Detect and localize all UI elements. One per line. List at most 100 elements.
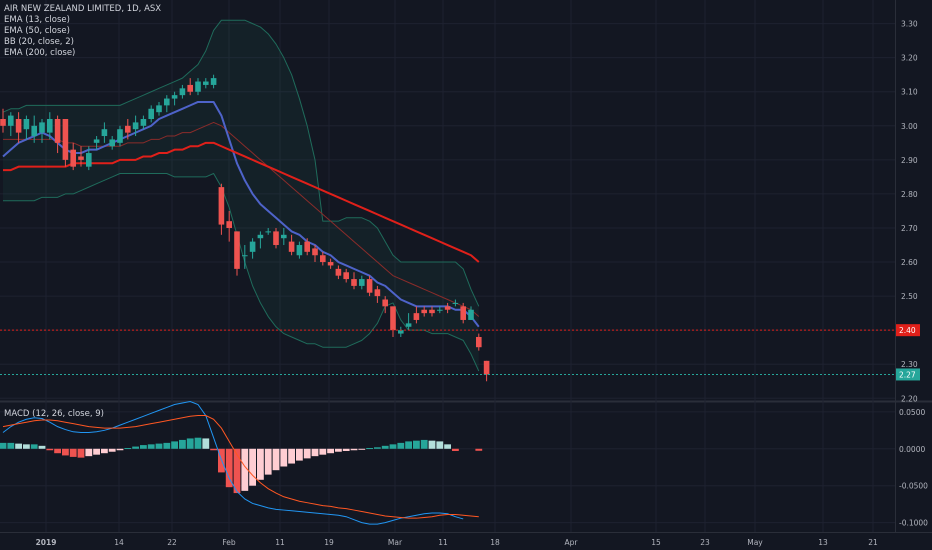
macd-histogram-bar (171, 441, 178, 449)
time-tick-label: 14 (114, 538, 124, 547)
candle-body (62, 118, 69, 160)
candle-body (265, 231, 271, 233)
candle-body (296, 245, 303, 256)
candle-body (8, 115, 14, 126)
price-tick-label: 2.60 (901, 258, 918, 267)
signal-line (2, 415, 479, 519)
ema50-line (3, 121, 480, 317)
macd-histogram-bar (147, 444, 155, 449)
macd-histogram-bar (225, 448, 233, 488)
candle-body (15, 118, 22, 133)
time-tick-label: 23 (700, 538, 710, 547)
candle-body (273, 231, 279, 246)
macd-histogram-bar (257, 448, 264, 480)
candle-body (187, 84, 193, 92)
macd-legend: MACD (12, 26, close, 9) (4, 409, 104, 420)
candle-body (203, 81, 209, 85)
candle-body (156, 105, 162, 113)
candle-body (39, 122, 45, 133)
candlesticks[interactable] (0, 74, 490, 382)
bb-lower-line (3, 172, 480, 372)
legend-ema200[interactable]: EMA (200, close) (4, 48, 76, 58)
candle-body (226, 221, 232, 228)
macd-histogram-bar (132, 446, 139, 449)
chart-title[interactable]: AIR NEW ZEALAND LIMITED, 1D, ASX (4, 4, 162, 14)
candle-body (429, 309, 435, 314)
macd-histogram-bar (210, 448, 217, 451)
candle-body (210, 78, 217, 85)
candle-body (359, 279, 365, 286)
candle-body (421, 309, 427, 314)
price-label-box (896, 368, 920, 381)
candle-body (78, 156, 84, 160)
price-label-text: 2.27 (899, 370, 916, 379)
candle-body (452, 302, 459, 304)
time-tick-label: 11 (438, 538, 448, 547)
candle-body (405, 323, 412, 327)
price-tick-label: 2.50 (901, 292, 918, 301)
macd-histogram-bar (46, 448, 54, 451)
macd-chart (0, 401, 483, 525)
candle-body (234, 231, 240, 269)
candle-body (413, 313, 420, 320)
candle-body (23, 118, 30, 130)
candle-body (109, 139, 115, 147)
candle-body (288, 241, 295, 252)
candle-body (460, 306, 466, 320)
price-label-text: 2.40 (899, 326, 916, 335)
macd-histogram-bar (428, 440, 436, 449)
time-tick-label: May (747, 538, 763, 547)
macd-histogram-bar (452, 448, 459, 451)
price-tick-label: 2.70 (901, 224, 918, 233)
time-tick-label: 15 (651, 538, 661, 547)
price-tick-label: 2.80 (901, 190, 918, 199)
legend-bb[interactable]: BB (20, close, 2) (4, 37, 74, 47)
macd-histogram-bar (101, 448, 108, 454)
candle-body (132, 122, 139, 130)
candle-body (468, 309, 474, 320)
candle-body (398, 330, 404, 334)
time-tick-label: Mar (388, 538, 403, 547)
candle-body (171, 95, 178, 99)
macd-histogram-bar (62, 448, 69, 456)
candle-body (437, 309, 443, 311)
candle-body (483, 360, 490, 375)
time-tick-label: Apr (565, 538, 579, 547)
macd-histogram-bar (381, 445, 389, 449)
macd-histogram-bar (69, 448, 77, 457)
candle-body (179, 88, 186, 96)
candle-body (47, 118, 53, 133)
candle-body (101, 129, 108, 137)
macd-histogram-bar (319, 448, 327, 455)
time-tick-label: 19 (324, 538, 334, 547)
time-tick-label: 21 (868, 538, 878, 547)
macd-histogram-bar (264, 448, 272, 475)
macd-histogram-bar (85, 448, 93, 457)
macd-histogram-bar (77, 448, 85, 458)
candle-body (195, 81, 201, 92)
candle-body (31, 125, 37, 137)
candle-body (140, 118, 147, 126)
legend-ema50[interactable]: EMA (50, close) (4, 26, 70, 36)
macd-histogram-bar (280, 448, 288, 467)
macd-title[interactable]: MACD (12, 26, close, 9) (4, 409, 104, 419)
macd-histogram-bar (124, 448, 132, 450)
axes: 3.30 3.20 3.10 3.00 2.90 2.80 2.70 2.60 2.50 2.40… (0, 20, 928, 547)
candle-body (351, 279, 357, 286)
candle-body (54, 118, 61, 143)
candle-body (249, 241, 256, 252)
macd-histogram-bar (140, 445, 147, 449)
legend-ema13[interactable]: EMA (13, close) (4, 15, 70, 25)
candle-body (164, 98, 170, 106)
macd-histogram-bar (397, 442, 405, 449)
candle-body (242, 255, 248, 257)
indicator-lines (2, 19, 480, 372)
macd-histogram-bar (350, 448, 358, 451)
candle-body (281, 234, 287, 239)
candle-body (117, 129, 123, 143)
macd-histogram-bar (358, 448, 366, 450)
macd-histogram-bar (233, 448, 241, 494)
time-tick-label: 18 (490, 538, 500, 547)
macd-histogram-bar (155, 443, 163, 449)
